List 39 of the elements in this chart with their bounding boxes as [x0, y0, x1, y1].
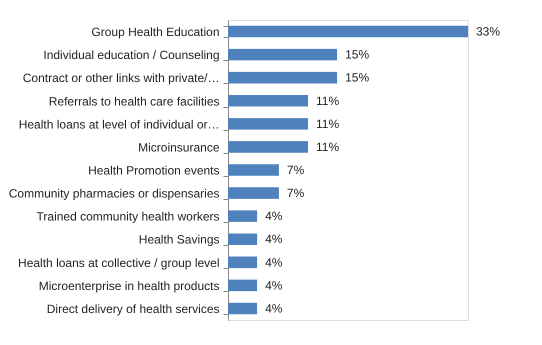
data-label: 11%	[316, 94, 340, 108]
y-tick-label: Health loans at level of individual or…	[18, 117, 220, 132]
data-label: 7%	[286, 186, 305, 200]
y-tick-label: Trained community health workers	[36, 210, 220, 224]
data-label: 4%	[265, 209, 283, 224]
bar	[228, 164, 279, 176]
y-tick-label: Direct delivery of health services	[46, 302, 220, 316]
data-label: 15%	[345, 70, 370, 85]
bar	[228, 280, 258, 292]
data-label: 4%	[265, 278, 283, 292]
y-tick-label: Health loans at collective / group level	[18, 256, 220, 270]
y-tick-label: Individual education / Counseling	[43, 48, 220, 62]
y-tick-label: Group Health Education	[91, 25, 220, 40]
data-label: 33%	[476, 24, 500, 39]
y-tick-label: Health Promotion events	[88, 164, 220, 178]
bar	[228, 256, 258, 268]
data-label: 4%	[265, 232, 283, 246]
bar	[228, 72, 338, 84]
data-label: 4%	[265, 255, 283, 270]
y-tick-label: Referrals to health care facilities	[48, 94, 220, 108]
y-tick-label: Health Savings	[138, 232, 220, 247]
y-tick-label: Microinsurance	[138, 140, 220, 154]
data-label: 4%	[265, 301, 283, 316]
y-tick-label: Community pharmacies or dispensaries	[8, 186, 220, 201]
bar	[228, 210, 258, 222]
data-label: 11%	[316, 116, 340, 131]
data-label: 7%	[286, 163, 305, 177]
bar	[228, 26, 468, 38]
bar	[228, 187, 279, 199]
y-tick-label: Microenterprise in health products	[38, 278, 220, 293]
bar	[228, 48, 338, 60]
bar	[228, 233, 258, 245]
bar	[228, 95, 308, 107]
data-label: 11%	[316, 140, 340, 154]
bar	[228, 118, 308, 130]
bar	[228, 302, 258, 314]
y-tick-label: Contract or other links with private/…	[22, 71, 220, 86]
data-label: 15%	[345, 48, 370, 62]
bar	[228, 141, 308, 153]
